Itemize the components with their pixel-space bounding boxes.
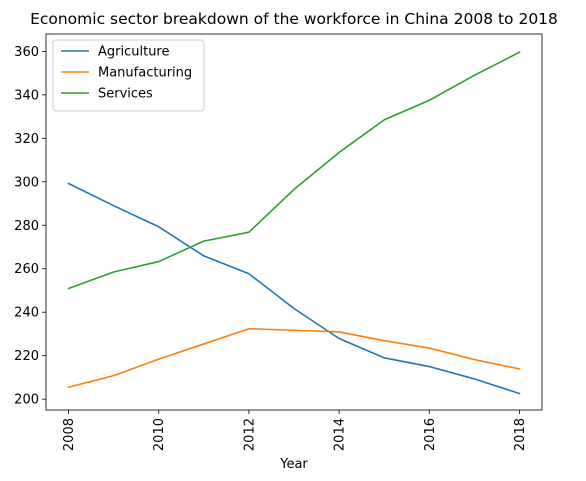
x-tick-label: 2010 — [152, 418, 167, 451]
y-tick-label: 220 — [14, 349, 39, 364]
series-line-manufacturing — [69, 329, 520, 387]
x-tick-label: 2018 — [513, 418, 528, 451]
x-tick-label: 2012 — [242, 418, 257, 451]
legend: Agriculture Manufacturing Services — [53, 40, 204, 111]
y-tick-label: 260 — [14, 262, 39, 277]
y-tick-label: 300 — [14, 175, 39, 190]
legend-label: Agriculture — [98, 45, 170, 60]
x-axis-title: Year — [279, 457, 308, 472]
x-tick-label: 2014 — [333, 418, 348, 451]
legend-label: Services — [98, 87, 153, 102]
y-tick-label: 200 — [14, 393, 39, 408]
y-tick-label: 240 — [14, 306, 39, 321]
x-tick-label: 2008 — [62, 418, 77, 451]
y-tick-label: 280 — [14, 219, 39, 234]
y-tick-label: 360 — [14, 45, 39, 60]
x-tick-label: 2016 — [423, 418, 438, 451]
y-tick-label: 340 — [14, 88, 39, 103]
y-tick-label: 320 — [14, 132, 39, 147]
legend-label: Manufacturing — [98, 66, 192, 81]
series-line-agriculture — [69, 184, 520, 394]
chart-title: Economic sector breakdown of the workfor… — [30, 10, 558, 28]
